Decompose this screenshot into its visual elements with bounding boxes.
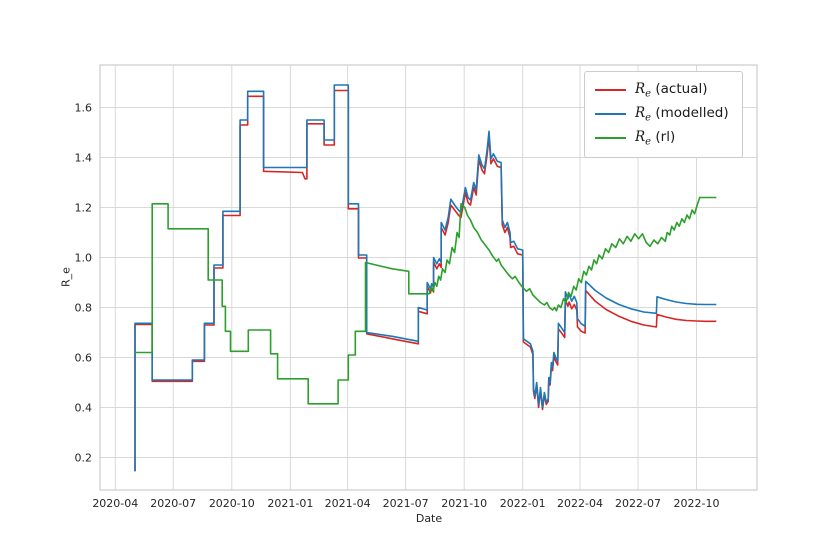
y-tick-label: 1.4 [75,152,93,165]
x-tick-label: 2022-10 [674,497,720,510]
x-tick-label: 2022-01 [500,497,546,510]
y-tick-label: 1.2 [75,202,93,215]
x-tick-label: 2022-04 [557,497,603,510]
plot-frame [99,64,758,491]
x-tick-labels: 2020-04 2020-07 2020-10 2021-01 2021-04 2021-… [92,497,719,510]
y-tick-label: 0.6 [75,352,93,365]
legend-entry: Re (rl) [595,126,729,150]
x-tick-label: 2021-10 [441,497,487,510]
y-tick-label: 0.2 [75,452,93,465]
x-axis-label: Date [415,512,443,525]
legend-entry-label: Re (actual) [635,80,708,100]
x-tick-label: 2020-04 [92,497,138,510]
legend-line-swatch [595,89,626,91]
x-tick-label: 2020-10 [209,497,255,510]
legend-line-swatch [595,113,626,115]
y-tick-label: 1.6 [75,102,93,115]
y-tick-label: 1.0 [75,252,93,265]
legend-entry-label: Re (modelled) [635,104,729,124]
legend-entry: Re (actual) [595,78,729,102]
legend: Re (actual) Re (modelled) Re (rl) [584,71,743,158]
series-line-modelled [134,84,717,472]
x-tick-label: 2021-07 [383,497,429,510]
legend-line-swatch [595,137,626,139]
y-tick-label: 0.4 [75,402,93,415]
series-lines [134,84,717,472]
x-tick-label: 2020-07 [150,497,196,510]
x-tick-label: 2021-04 [325,497,371,510]
legend-entry-label: Re (rl) [635,128,676,148]
y-axis-label: R_e [59,267,73,287]
y-tick-label: 0.8 [75,302,93,315]
x-tick-label: 2021-01 [267,497,313,510]
y-tick-labels: 0.2 0.4 0.6 0.8 1.0 1.2 1.4 1.6 [75,102,93,465]
x-tick-label: 2022-07 [615,497,661,510]
series-line-rl [134,196,717,405]
legend-entry: Re (modelled) [595,102,729,126]
